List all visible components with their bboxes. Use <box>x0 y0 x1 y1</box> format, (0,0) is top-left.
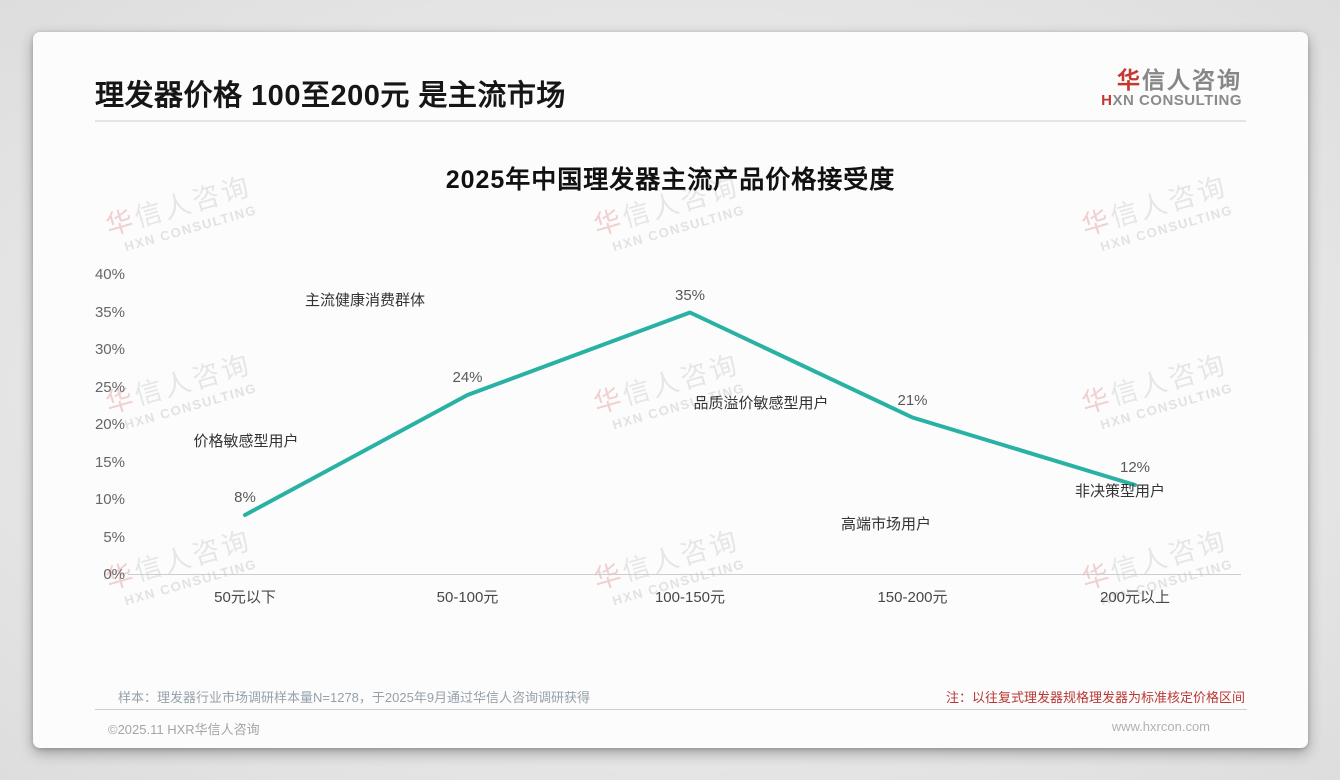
chart-annotation: 非决策型用户 <box>1074 483 1165 500</box>
chart-annotation: 品质溢价敏感型用户 <box>693 395 829 412</box>
data-point-label: 21% <box>897 391 928 409</box>
data-point-label: 24% <box>452 369 483 386</box>
page-title: 理发器价格 100至200元 是主流市场 <box>95 80 566 112</box>
y-tick-label: 15% <box>94 453 125 471</box>
chart-annotation: 高端市场用户 <box>840 516 931 533</box>
y-tick-label: 40% <box>94 266 125 283</box>
logo-english-text: HXN CONSULTING <box>1101 92 1242 110</box>
data-point-label: 8% <box>234 489 256 506</box>
logo-chinese-text: 华信人咨询 <box>1117 67 1242 93</box>
slide-card: 华信人咨询 HXN CONSULTING 华信人咨询 HXN CONSULTING 华信… <box>33 32 1308 748</box>
y-tick-label: 0% <box>103 566 125 583</box>
chart-title: 2025年中国理发器主流产品价格接受度 <box>445 166 896 194</box>
x-category-label: 200元以上 <box>1099 589 1171 606</box>
chart-annotation: 主流健康消费群体 <box>304 292 425 309</box>
x-category-label: 100-150元 <box>654 589 726 606</box>
data-point-label: 35% <box>674 286 706 304</box>
line-chart-plot <box>243 310 1137 517</box>
x-axis-line <box>128 574 1241 575</box>
website-url: www.hxrcon.com <box>1111 719 1210 734</box>
x-category-label: 150-200元 <box>877 589 948 606</box>
header-divider <box>95 120 1246 122</box>
y-tick-label: 25% <box>94 378 125 396</box>
sample-note: 样本：理发器行业市场调研样本量N=1278，于2025年9月通过华信人咨询调研获… <box>118 690 591 705</box>
x-category-label: 50-100元 <box>436 589 499 606</box>
copyright-text: ©2025.11 HXR华信人咨询 <box>108 722 260 737</box>
data-point-label: 12% <box>1119 459 1151 476</box>
price-definition-note: 注：以往复式理发器规格理发器为标准核定价格区间 <box>945 690 1245 705</box>
acceptance-trend-line <box>243 310 1137 517</box>
x-category-label: 50元以下 <box>214 589 276 606</box>
y-tick-label: 10% <box>94 491 125 508</box>
chart-annotation: 价格敏感型用户 <box>193 433 299 450</box>
y-tick-label: 5% <box>103 528 125 546</box>
footer-divider <box>95 709 1247 710</box>
y-tick-label: 20% <box>94 416 125 433</box>
y-tick-label: 35% <box>94 303 125 321</box>
y-tick-label: 30% <box>94 341 125 358</box>
company-logo: 华信人咨询 HXN CONSULTING <box>1101 67 1242 110</box>
